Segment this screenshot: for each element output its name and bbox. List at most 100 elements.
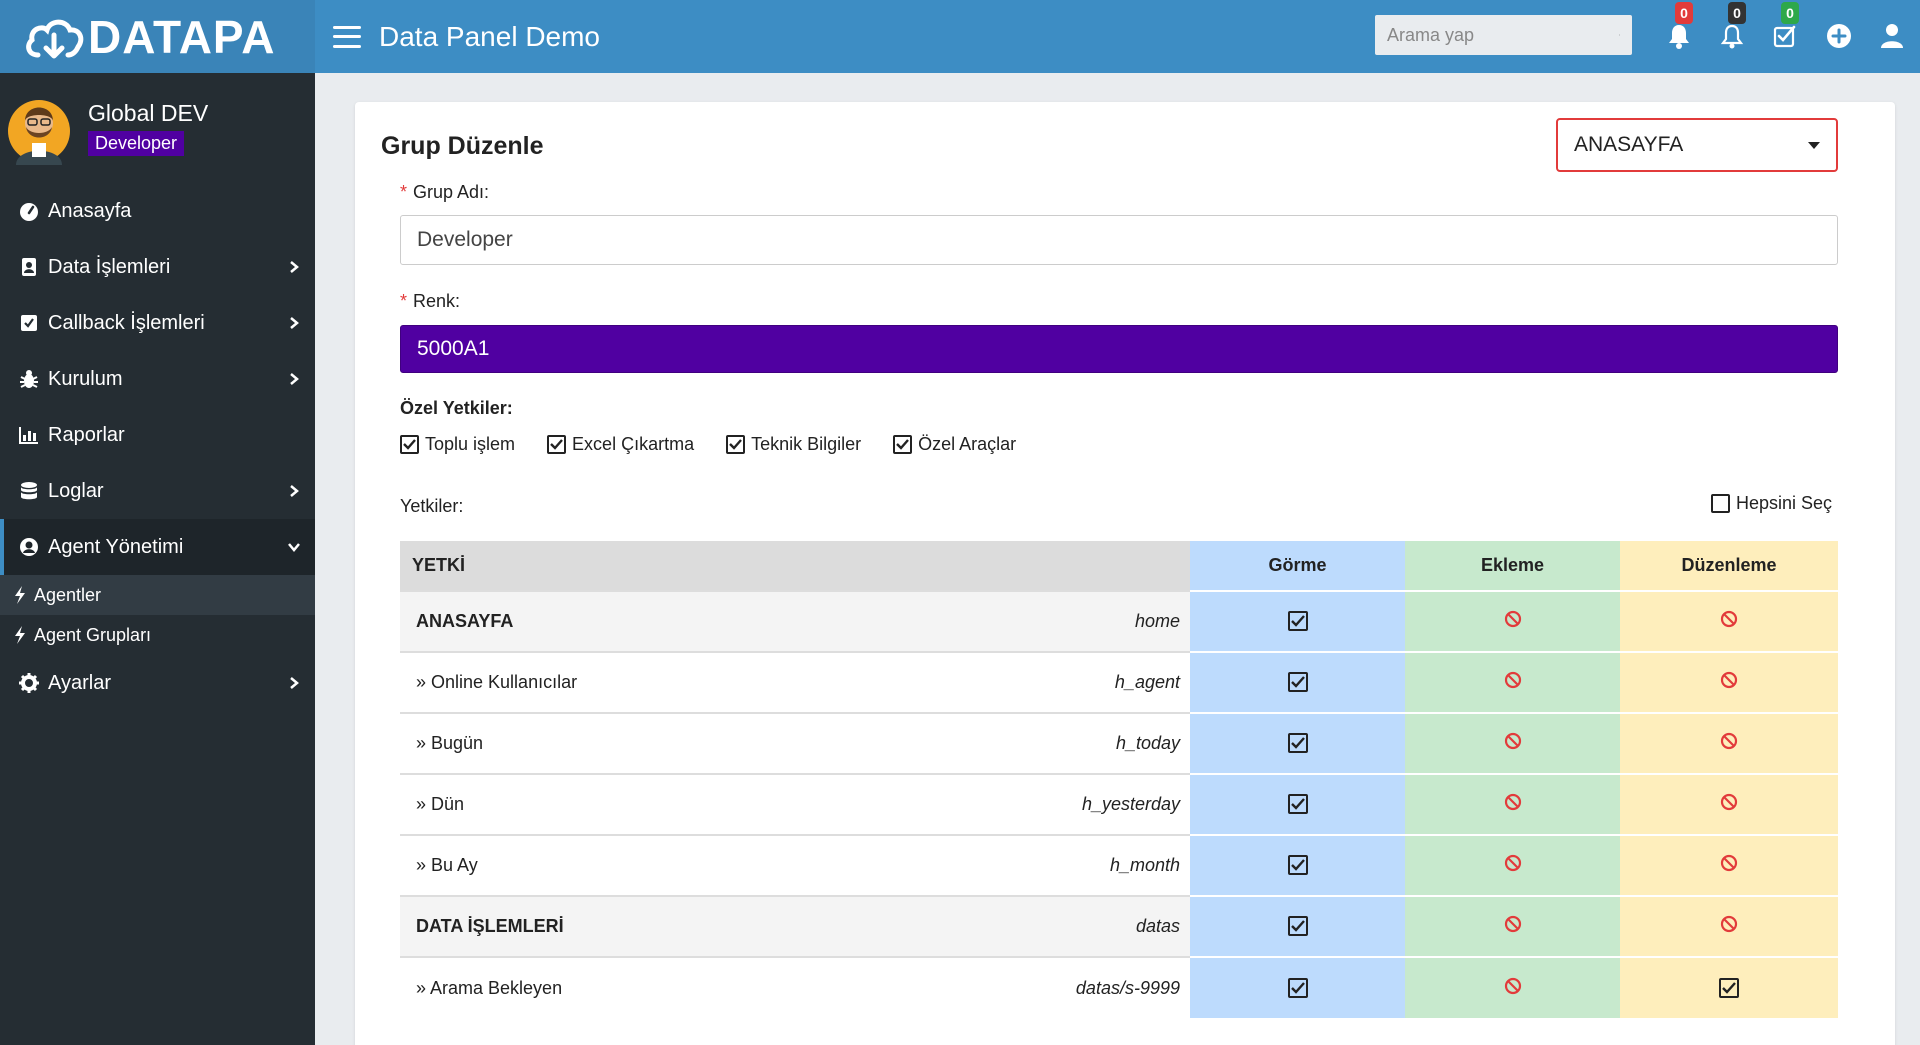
checkbox-checked-icon[interactable] (1287, 672, 1308, 692)
checkbox-checked-icon[interactable] (1287, 611, 1308, 631)
sidebar-item-callback-islemleri[interactable]: Callback İşlemleri (0, 295, 315, 351)
group-edit-panel: Grup Düzenle ANASAYFA *Grup Adı: *Renk: … (355, 102, 1895, 1045)
color-input[interactable] (400, 325, 1838, 373)
ban-icon[interactable] (1504, 671, 1522, 693)
checkbox-checked-icon[interactable] (1287, 855, 1308, 875)
checkbox-checked-icon[interactable] (1287, 977, 1308, 998)
bolt-icon (14, 586, 28, 604)
checkbox-checked-icon[interactable] (400, 435, 419, 454)
checkbox-checked-icon[interactable] (1287, 794, 1308, 814)
col-header-yetki: YETKİ (400, 541, 1190, 591)
ban-icon[interactable] (1720, 854, 1738, 876)
duzenleme-cell (1620, 712, 1838, 774)
add-button[interactable] (1825, 22, 1853, 50)
user-role-badge: Developer (88, 131, 185, 156)
group-name-input[interactable] (400, 215, 1838, 265)
database-icon (18, 480, 40, 502)
logo-text: DATAPA (88, 10, 276, 63)
sidebar-item-anasayfa[interactable]: Anasayfa (0, 183, 315, 239)
ban-icon[interactable] (1504, 915, 1522, 937)
sidebar-item-label: Callback İşlemleri (48, 311, 205, 334)
logo[interactable]: DATAPA (0, 0, 315, 73)
tasks-button[interactable]: 0 (1771, 2, 1799, 50)
perm-name: » Bugün (416, 733, 484, 753)
ban-icon[interactable] (1720, 793, 1738, 815)
table-row: » Online Kullanıcılar h_agent (400, 651, 1838, 713)
group-name-label: * Grup Adı: (400, 182, 490, 202)
user-menu-button[interactable] (1878, 22, 1906, 50)
perm-name: » Dün (416, 794, 465, 814)
perm-teknik-bilgiler[interactable]: Teknik Bilgiler (726, 434, 861, 455)
perm-name-cell: » Bugün h_today (400, 712, 1190, 774)
gorme-cell (1190, 956, 1405, 1018)
sidebar-item-data-islemleri[interactable]: Data İşlemleri (0, 239, 315, 295)
search-icon[interactable] (1619, 25, 1620, 45)
perm-toplu-islem[interactable]: Toplu işlem (400, 434, 515, 455)
bell-outline-icon (1720, 24, 1744, 49)
sidebar-item-raporlar[interactable]: Raporlar (0, 407, 315, 463)
user-profile: Global DEV Developer (0, 73, 315, 183)
perm-ozel-araclar[interactable]: Özel Araçlar (893, 434, 1016, 455)
gorme-cell (1190, 651, 1405, 713)
perm-key: h_yesterday (1081, 794, 1180, 814)
sidebar-subitem-agentler[interactable]: Agentler (0, 575, 315, 615)
sidebar-item-kurulum[interactable]: Kurulum (0, 351, 315, 407)
notification-bell[interactable]: 0 (1665, 2, 1693, 50)
checkbox-empty-icon[interactable] (1711, 494, 1730, 513)
perm-name-cell: » Bu Ay h_month (400, 834, 1190, 896)
checkbox-list-icon (1773, 25, 1796, 48)
chart-icon (18, 424, 40, 446)
ban-icon[interactable] (1720, 732, 1738, 754)
ekleme-cell (1405, 590, 1620, 652)
checkbox-checked-icon[interactable] (1287, 916, 1308, 936)
chevron-right-icon (287, 260, 301, 274)
checkbox-checked-icon[interactable] (1719, 977, 1739, 998)
ekleme-cell (1405, 895, 1620, 957)
perm-name: ANASAYFA (416, 611, 514, 631)
bug-icon (18, 368, 40, 390)
plus-circle-icon (1827, 24, 1851, 48)
ban-icon[interactable] (1504, 977, 1522, 999)
alert-bell[interactable]: 0 (1718, 2, 1746, 50)
checkbox-checked-icon[interactable] (726, 435, 746, 454)
callback-icon (18, 312, 40, 334)
chevron-right-icon (287, 484, 301, 498)
perm-name: » Arama Bekleyen (416, 977, 563, 998)
perm-label: Özel Araçlar (918, 434, 1017, 454)
perm-key: datas/s-9999 (1075, 977, 1180, 998)
sidebar-subitem-agent-gruplari[interactable]: Agent Grupları (0, 615, 315, 655)
dashboard-icon (18, 200, 40, 222)
checkbox-checked-icon[interactable] (893, 435, 913, 454)
sidebar-item-agent-yonetimi[interactable]: Agent Yönetimi (0, 519, 315, 575)
search-box (1375, 15, 1632, 55)
ban-icon[interactable] (1504, 732, 1522, 754)
ban-icon[interactable] (1504, 854, 1522, 876)
table-row: » Bu Ay h_month (400, 834, 1838, 896)
ban-icon[interactable] (1504, 793, 1522, 815)
perm-label: Excel Çıkartma (572, 434, 695, 454)
perm-label: Toplu işlem (425, 434, 516, 454)
checkbox-checked-icon[interactable] (1287, 733, 1308, 753)
chevron-right-icon (287, 676, 301, 690)
sidebar-item-loglar[interactable]: Loglar (0, 463, 315, 519)
ban-icon[interactable] (1720, 671, 1738, 693)
sidebar-item-label: Ayarlar (48, 671, 111, 694)
notification-badge: 0 (1675, 2, 1693, 24)
page-title: Grup Düzenle (381, 132, 544, 160)
menu-toggle-icon[interactable] (333, 25, 361, 48)
chevron-right-icon (287, 316, 301, 330)
checkbox-checked-icon[interactable] (547, 435, 567, 454)
sidebar-item-label: Agent Yönetimi (48, 535, 184, 558)
perm-key: home (1134, 611, 1180, 631)
bell-icon (1669, 25, 1689, 49)
select-all-checkbox[interactable]: Hepsini Seç (1711, 493, 1832, 514)
ban-icon[interactable] (1720, 610, 1738, 632)
ban-icon[interactable] (1720, 915, 1738, 937)
perm-excel-cikartma[interactable]: Excel Çıkartma (547, 434, 694, 455)
ban-icon[interactable] (1504, 610, 1522, 632)
tasks-badge: 0 (1781, 2, 1799, 24)
ekleme-cell (1405, 773, 1620, 835)
search-input[interactable] (1387, 24, 1619, 46)
page-select[interactable]: ANASAYFA (1556, 118, 1838, 172)
sidebar-item-ayarlar[interactable]: Ayarlar (0, 655, 315, 711)
